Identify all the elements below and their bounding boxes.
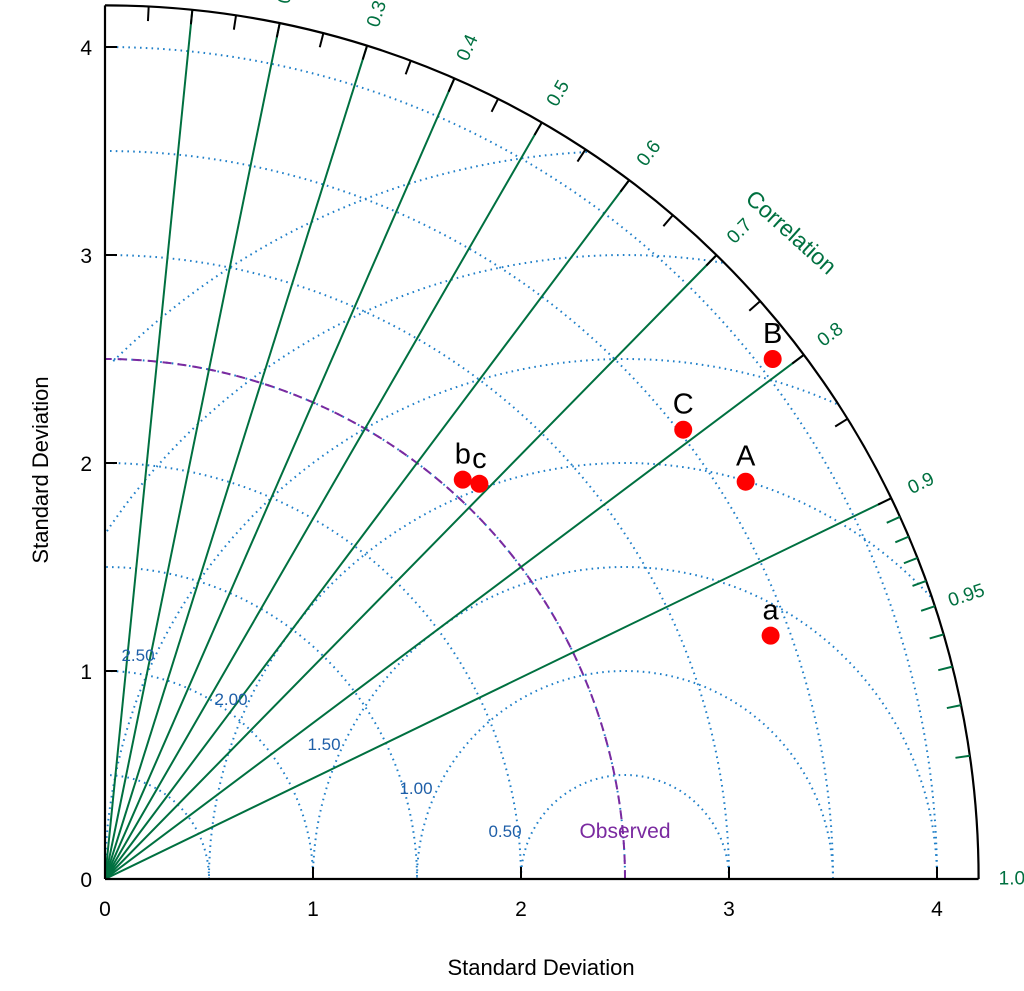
data-point-label: A: [736, 441, 756, 473]
rms-label: 2.50: [121, 646, 154, 665]
correlation-tick: [447, 77, 456, 93]
x-tick-label: 2: [515, 898, 527, 921]
correlation-tick: [894, 535, 910, 544]
x-tick-label: 0: [99, 898, 111, 921]
correlation-tick-label: 0.5: [543, 77, 574, 110]
correlation-tick: [938, 665, 953, 672]
correlation-tick: [877, 497, 892, 506]
data-point-label: c: [472, 443, 487, 475]
y-tick-label: 0: [80, 869, 92, 892]
correlation-line: [104, 179, 630, 880]
correlation-tick-label: 0.6: [633, 137, 666, 171]
correlation-tick: [791, 354, 805, 365]
rms-label: 1.00: [399, 779, 432, 798]
rms-contour-arc: [104, 358, 837, 879]
correlation-tick: [834, 417, 849, 428]
correlation-tick: [946, 704, 962, 710]
correlation-tick: [275, 22, 281, 38]
correlation-tick: [232, 15, 238, 30]
y-tick-label: 2: [80, 453, 92, 476]
correlation-line: [104, 45, 369, 880]
correlation-line: [104, 121, 543, 880]
correlation-line: [104, 9, 194, 880]
grid-layer: [104, 9, 938, 880]
correlation-tick-label: 0.4: [453, 31, 483, 64]
rms-contour-arc: [312, 566, 938, 879]
correlation-tick-label: 0.8: [814, 319, 848, 352]
correlation-tick: [903, 556, 918, 565]
correlation-tick: [886, 515, 901, 524]
std-contour-arc: [104, 254, 730, 880]
correlation-tick: [912, 580, 927, 587]
correlation-tick: [318, 32, 325, 48]
point-layer: a b c A B C: [453, 318, 782, 645]
correlation-tick: [955, 754, 971, 759]
label-layer: 0.50 1.00 1.50 2.00 2.50 Observed 00 1 1 2 2 3 3 4 4 0.…: [80, 0, 1024, 921]
correlation-tick-label: 0.2: [274, 0, 300, 5]
correlation-line: [104, 497, 892, 880]
correlation-tick: [705, 254, 718, 267]
correlation-line: [104, 22, 281, 880]
correlation-line: [104, 77, 456, 880]
x-axis-title: Standard Deviation: [447, 955, 634, 980]
correlation-tick: [619, 179, 630, 193]
rms-label: 1.50: [307, 735, 340, 754]
std-contour-arc: [104, 150, 834, 880]
data-point: [674, 420, 693, 439]
data-point: [453, 470, 472, 489]
rms-contour-arc: [105, 253, 723, 533]
correlation-tick-label: 0.3: [363, 0, 391, 30]
correlation-title: Correlation: [741, 185, 842, 280]
observed-arc: [104, 358, 626, 880]
correlation-tick: [576, 148, 587, 163]
correlation-tick: [920, 605, 936, 612]
x-tick-label: 3: [723, 898, 735, 921]
y-tick-label: 1: [80, 661, 92, 684]
rms-label: 0.50: [488, 822, 521, 841]
rms-contour-arc: [208, 462, 932, 879]
x-tick-label: 1: [307, 898, 319, 921]
data-point-label: B: [763, 318, 782, 350]
data-point-label: a: [763, 595, 780, 627]
correlation-tick: [490, 98, 500, 113]
correlation-tick: [361, 45, 369, 60]
correlation-tick-label: 0.95: [946, 580, 988, 612]
correlation-tick: [533, 121, 543, 136]
y-tick-label: 3: [80, 245, 92, 268]
correlation-line: [104, 254, 718, 880]
data-point: [470, 474, 489, 493]
std-contour-arc: [104, 670, 314, 880]
outer-arc: [104, 4, 980, 880]
y-tick-label: 4: [80, 37, 92, 60]
correlation-tick-label: 1.0: [999, 869, 1024, 890]
observed-label: Observed: [579, 820, 670, 843]
std-contour-arc: [104, 46, 938, 880]
correlation-tick: [929, 633, 944, 640]
data-point: [761, 626, 780, 645]
std-contour-arc: [104, 774, 210, 880]
correlation-tick-label: 0.7: [723, 215, 756, 249]
data-point-label: C: [673, 389, 694, 421]
rms-contour-arc: [109, 151, 587, 365]
correlation-tick: [146, 6, 150, 22]
correlation-tick: [189, 9, 194, 25]
correlation-tick: [748, 300, 761, 312]
data-point: [763, 350, 782, 368]
data-point-label: b: [455, 439, 471, 471]
std-contour-arc: [104, 566, 418, 880]
correlation-tick: [662, 214, 674, 227]
x-tick-label: 4: [931, 898, 943, 921]
correlation-tick: [404, 60, 412, 75]
rms-label: 2.00: [214, 690, 247, 709]
correlation-line: [104, 354, 805, 880]
rms-contour-arc: [520, 774, 730, 879]
std-contour-arc: [104, 358, 626, 880]
data-point: [736, 472, 755, 491]
y-axis-title: Standard Deviation: [28, 376, 53, 563]
axis-layer: [103, 4, 980, 881]
correlation-tick-label: 0.9: [905, 469, 938, 499]
